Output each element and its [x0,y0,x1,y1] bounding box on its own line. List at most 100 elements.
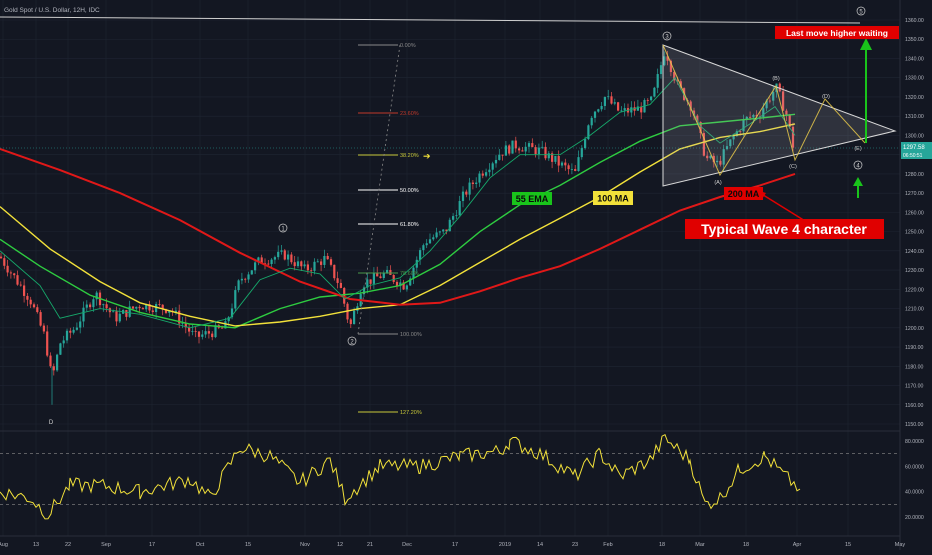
candle-body[interactable] [580,148,583,158]
candle-body[interactable] [310,270,313,272]
candle-body[interactable] [669,60,672,73]
candle-body[interactable] [263,263,267,265]
candle-body[interactable] [762,108,765,117]
candle-body[interactable] [745,116,748,120]
candle-body[interactable] [518,148,521,151]
candle-body[interactable] [230,308,234,318]
candle-body[interactable] [689,101,692,111]
candle-body[interactable] [719,160,722,165]
candle-body[interactable] [240,278,243,281]
candle-body[interactable] [75,327,78,330]
candle-body[interactable] [296,261,300,267]
candle-body[interactable] [485,172,488,176]
candle-body[interactable] [527,143,531,147]
candle-body[interactable] [468,182,471,195]
candle-body[interactable] [283,250,286,260]
candle-body[interactable] [227,317,230,322]
candle-body[interactable] [197,331,201,337]
candle-body[interactable] [339,282,342,288]
candle-body[interactable] [349,319,352,325]
candle-body[interactable] [659,65,663,75]
candle-body[interactable] [207,331,210,334]
candle-body[interactable] [329,259,333,265]
candle-body[interactable] [676,80,679,82]
candle-body[interactable] [765,100,768,109]
candle-body[interactable] [115,311,118,322]
candle-body[interactable] [749,116,752,118]
candle-body[interactable] [541,146,544,148]
candle-body[interactable] [0,256,3,259]
candle-body[interactable] [458,201,461,216]
candle-body[interactable] [135,306,138,309]
candle-body[interactable] [696,115,699,122]
candle-body[interactable] [244,278,247,280]
candle-body[interactable] [650,96,653,101]
candle-body[interactable] [234,290,237,309]
candle-body[interactable] [389,269,392,275]
candle-body[interactable] [488,169,491,173]
candle-body[interactable] [785,110,788,115]
candle-body[interactable] [742,119,745,132]
candle-body[interactable] [300,261,303,267]
candle-body[interactable] [755,114,758,117]
candle-body[interactable] [554,155,557,162]
candle-body[interactable] [636,106,639,111]
candle-body[interactable] [491,163,494,170]
candle-body[interactable] [560,162,564,166]
candle-body[interactable] [514,140,517,149]
candle-body[interactable] [148,304,151,311]
candle-body[interactable] [412,267,415,279]
candle-body[interactable] [386,269,389,273]
candle-body[interactable] [475,182,478,185]
candle-body[interactable] [791,126,795,148]
candle-body[interactable] [260,257,263,264]
candle-body[interactable] [402,282,405,290]
candle-body[interactable] [379,276,382,279]
candle-body[interactable] [13,273,16,276]
candle-body[interactable] [481,173,484,176]
candle-body[interactable] [557,155,560,166]
candle-body[interactable] [716,160,719,163]
candle-body[interactable] [498,154,501,160]
candle-body[interactable] [564,162,567,166]
candle-body[interactable] [551,153,554,162]
candle-body[interactable] [494,159,498,164]
candle-body[interactable] [640,106,643,113]
candle-body[interactable] [353,310,356,325]
candle-body[interactable] [19,284,22,286]
candle-body[interactable] [82,307,85,322]
candle-body[interactable] [280,250,283,252]
candle-body[interactable] [511,140,514,154]
candle-body[interactable] [46,331,49,356]
candle-body[interactable] [435,232,438,238]
candle-body[interactable] [663,56,666,66]
candle-body[interactable] [204,331,207,335]
candle-body[interactable] [369,279,372,284]
candle-body[interactable] [445,229,448,232]
candle-body[interactable] [692,110,696,116]
candle-body[interactable] [646,100,649,101]
candle-body[interactable] [501,154,504,156]
candle-body[interactable] [257,257,260,263]
candle-body[interactable] [247,274,250,280]
candle-body[interactable] [584,139,587,149]
candle-body[interactable] [178,310,181,324]
time-axis[interactable]: Aug 13 22 Sep 17 Oct 15 Nov 12 21 Dec 17 2019 14 23 Feb… [0,542,905,548]
candle-body[interactable] [428,239,432,244]
candle-body[interactable] [36,307,39,313]
candle-body[interactable] [613,102,616,104]
candle-body[interactable] [23,285,26,296]
candle-body[interactable] [425,243,428,246]
price-axis[interactable]: 1360.00 1350.00 1340.00 1330.00 1320.00 1310.… [905,18,924,428]
candle-body[interactable] [455,215,458,217]
candle-body[interactable] [320,261,323,265]
candle-body[interactable] [376,272,379,277]
candle-body[interactable] [89,304,92,308]
candle-body[interactable] [6,265,9,273]
candle-body[interactable] [653,87,656,97]
candle-body[interactable] [155,304,158,313]
candle-body[interactable] [405,285,408,290]
candle-body[interactable] [141,308,144,310]
candle-body[interactable] [194,331,197,332]
candle-body[interactable] [630,107,633,113]
